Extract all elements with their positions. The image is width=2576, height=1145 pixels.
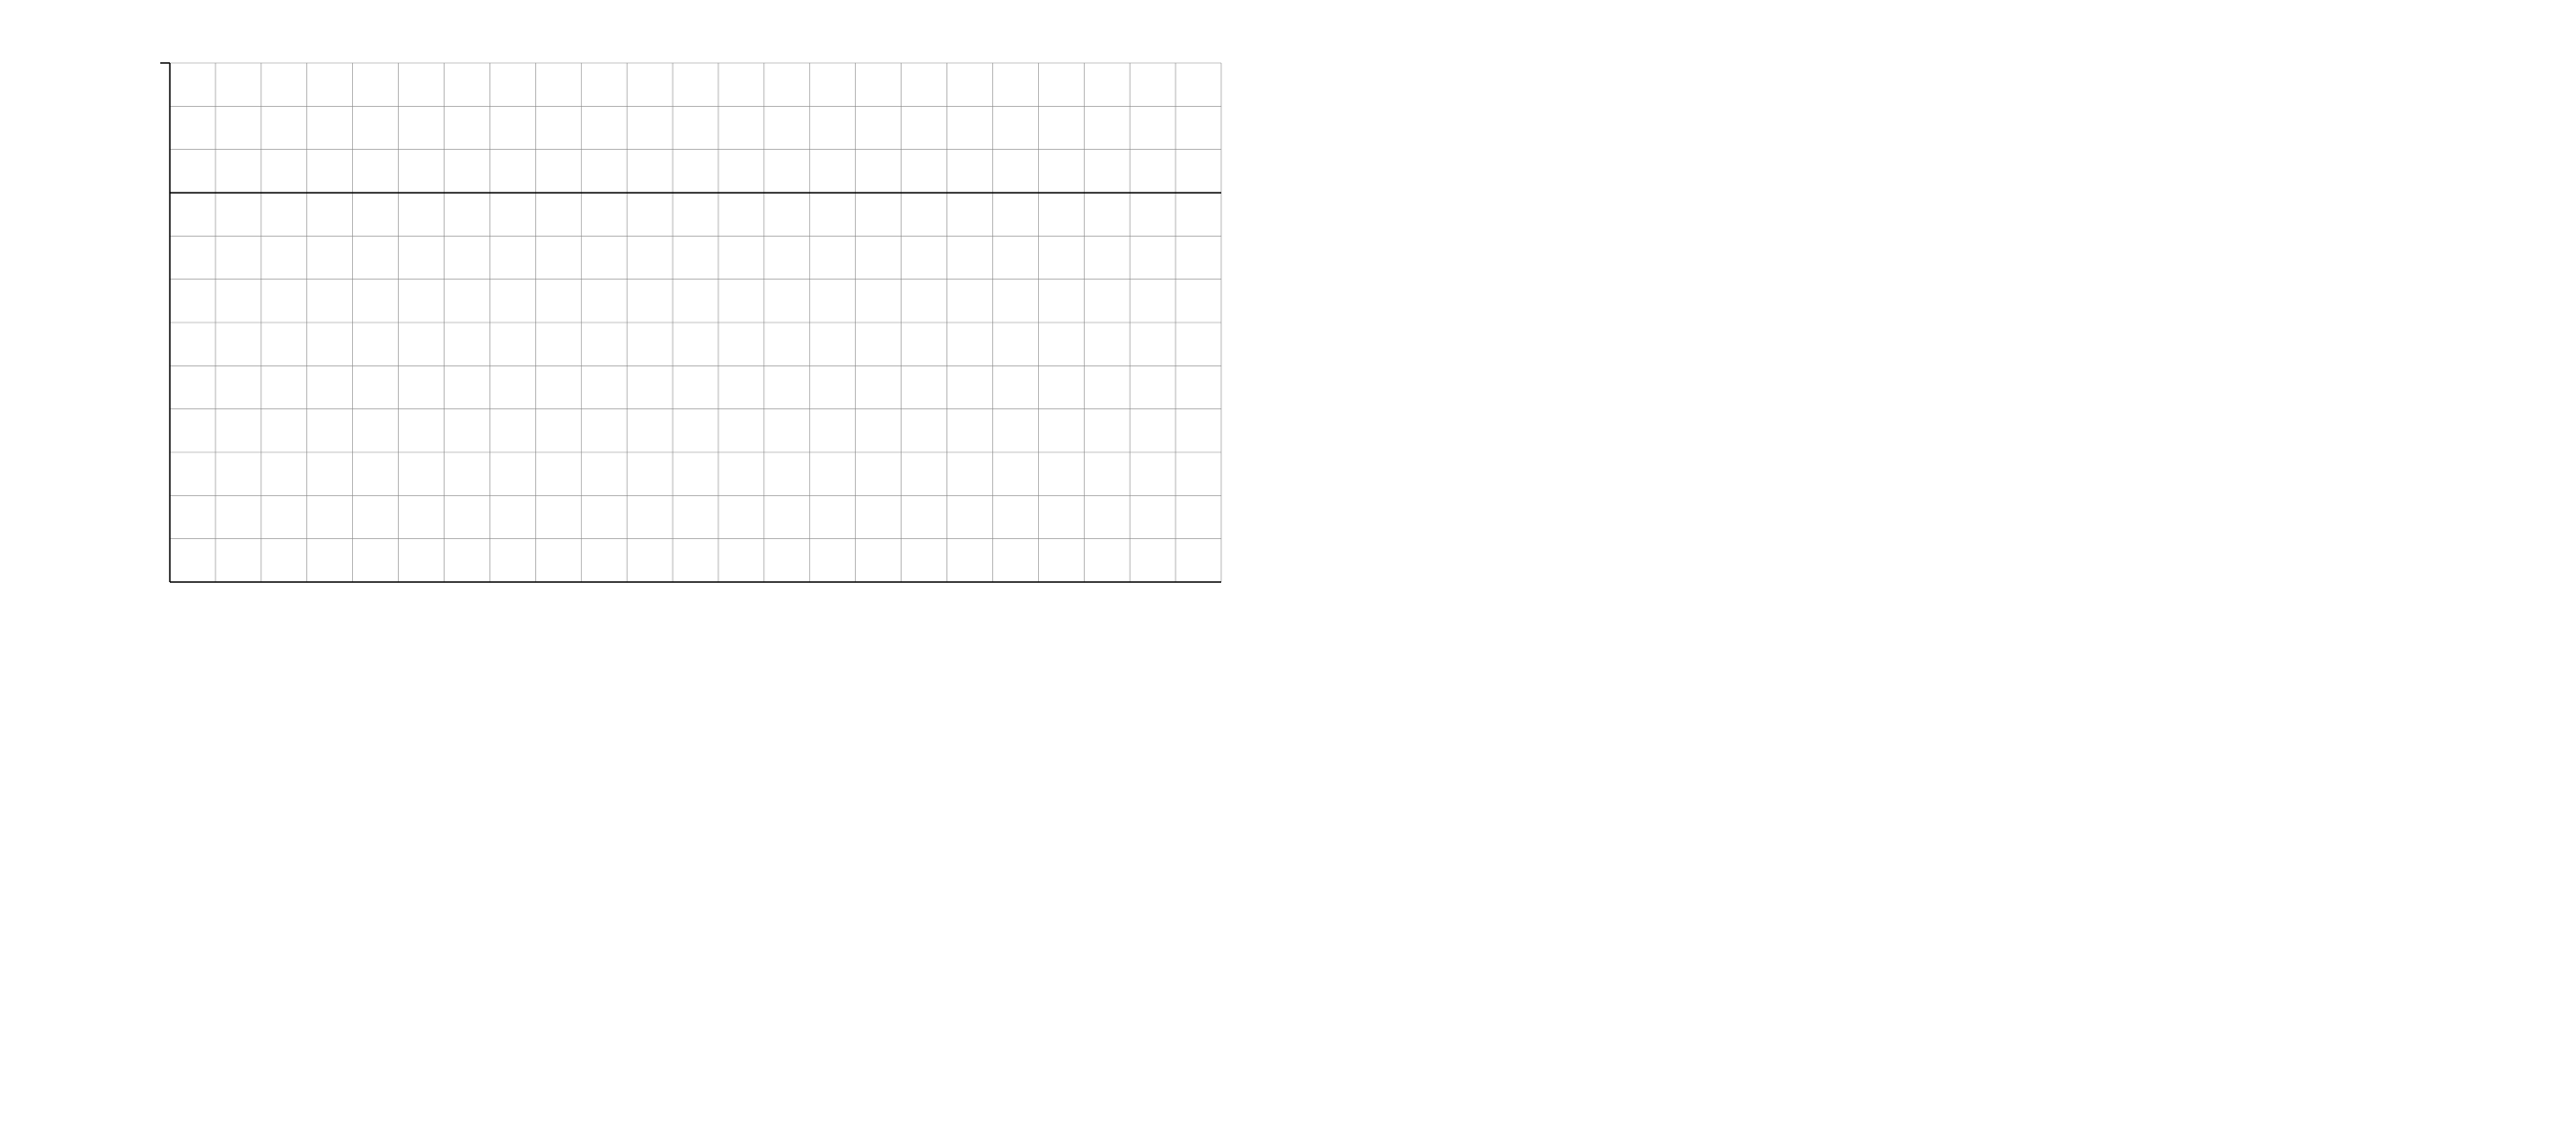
- chart-container: { "title": "Lämpötila, 8102850 Espoonjok…: [0, 0, 1431, 649]
- temperature-chart: [0, 0, 1431, 649]
